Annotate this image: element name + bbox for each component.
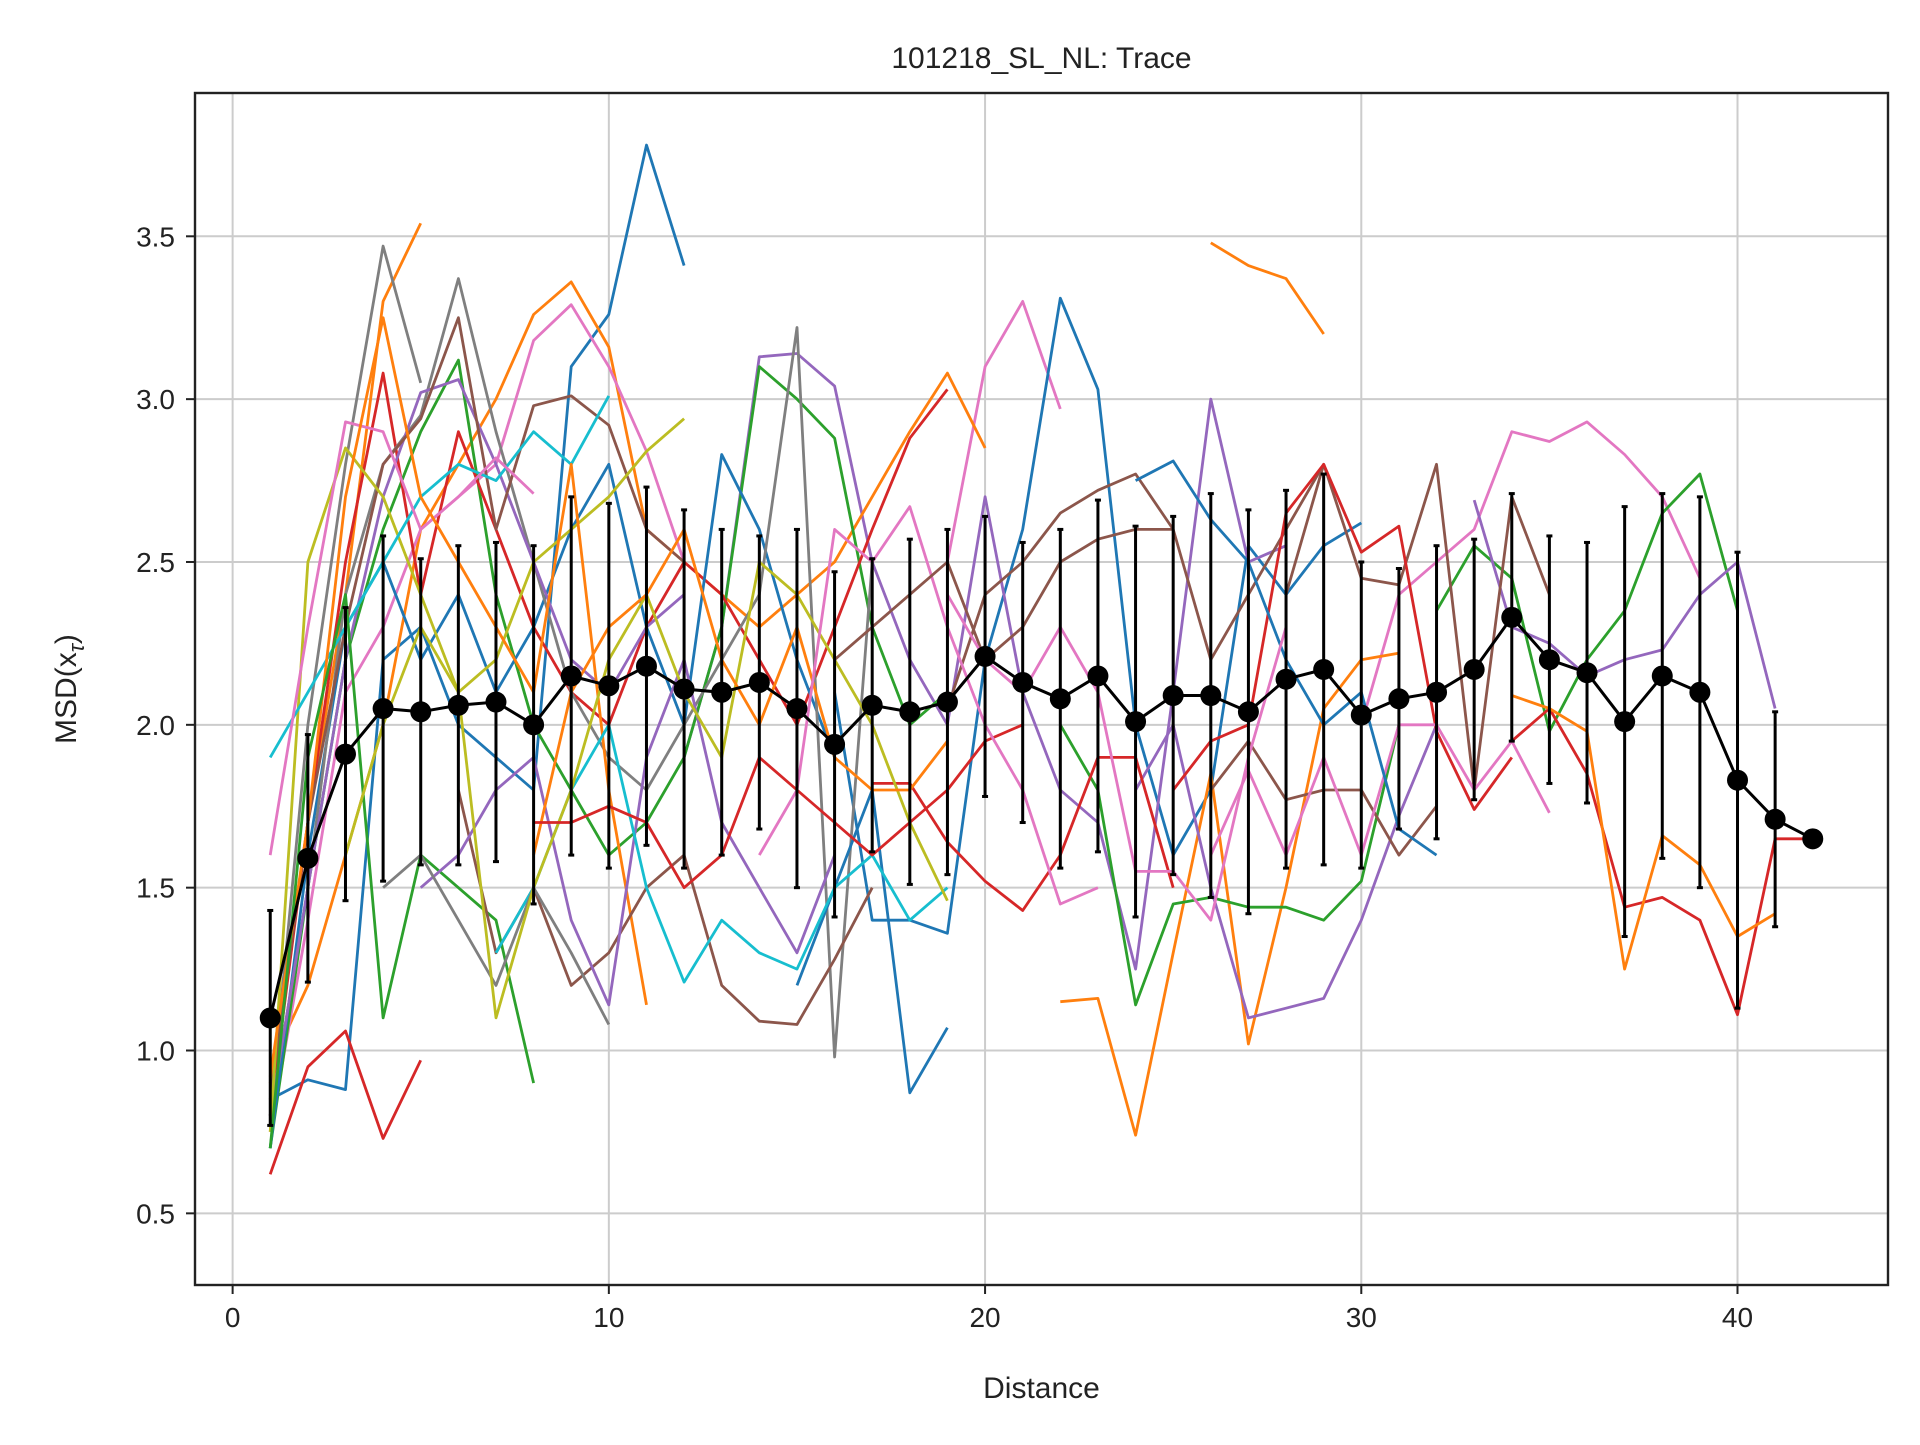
y-tick-label: 3.0 <box>136 384 175 415</box>
trace-series-line <box>268 244 423 1116</box>
y-tick-label: 0.5 <box>136 1198 175 1229</box>
trace-series-line <box>457 789 874 1026</box>
y-tick-label: 2.0 <box>136 710 175 741</box>
mean-point <box>1764 808 1786 830</box>
mean-point <box>410 701 432 723</box>
mean-point <box>447 694 469 716</box>
mean-point <box>1576 662 1598 684</box>
y-axis-label-suffix: ) <box>50 634 83 644</box>
mean-point <box>1727 769 1749 791</box>
mean-point <box>598 675 620 697</box>
mean-point <box>1162 685 1184 707</box>
trace-series-line <box>1060 651 1400 1137</box>
mean-point <box>1125 711 1147 733</box>
y-tick-label: 1.5 <box>136 873 175 904</box>
mean-point <box>786 698 808 720</box>
mean-point <box>372 698 394 720</box>
trace-series-line <box>1210 241 1325 335</box>
mean-point <box>560 665 582 687</box>
trace-series-line <box>1134 723 1438 1020</box>
trace-series-line <box>872 756 1175 912</box>
mean-layer <box>259 472 1824 1127</box>
y-axis-label-main: MSD(x <box>50 652 83 744</box>
mean-point <box>259 1007 281 1029</box>
y-tick-label: 2.5 <box>136 547 175 578</box>
mean-point <box>1388 688 1410 710</box>
mean-point <box>334 743 356 765</box>
mean-point <box>1200 685 1222 707</box>
plot-frame <box>193 91 1890 1287</box>
x-tick-label: 10 <box>593 1302 624 1333</box>
mean-point <box>1087 665 1109 687</box>
mean-point <box>1501 606 1523 628</box>
trace-series-line <box>419 658 836 1007</box>
mean-point <box>635 655 657 677</box>
mean-point <box>861 694 883 716</box>
trace-series-line <box>1209 723 1551 857</box>
trace-series-line <box>1359 420 1702 726</box>
mean-point <box>1426 681 1448 703</box>
trace-series-line <box>532 528 949 856</box>
trace-series-line <box>268 1029 422 1175</box>
mean-point <box>974 645 996 667</box>
trace-series-line <box>1059 724 1401 1007</box>
mean-point <box>1651 665 1673 687</box>
mean-point <box>1313 658 1335 680</box>
x-axis-label: Distance <box>983 1372 1100 1405</box>
mean-point <box>673 678 695 700</box>
mean-point <box>748 671 770 693</box>
mean-point <box>936 691 958 713</box>
mean-point <box>485 691 507 713</box>
trace-series-line <box>268 316 686 1100</box>
mean-point <box>523 714 545 736</box>
x-tick-label: 40 <box>1722 1302 1753 1333</box>
mean-point <box>1275 668 1297 690</box>
tick-layer: 0 10 20 30 40 0.5 1.0 1.5 2.0 2.5 3.0 3.5 <box>136 221 1753 1333</box>
mean-point <box>1689 681 1711 703</box>
mean-point <box>1237 701 1259 723</box>
y-axis-label-subscript: τ <box>64 642 89 652</box>
trace-series-line <box>946 463 1325 709</box>
grid-layer <box>195 93 1888 1285</box>
trace-series-line <box>533 723 1024 890</box>
mean-point <box>711 681 733 703</box>
mean-point <box>1538 649 1560 671</box>
mean-point <box>899 701 921 723</box>
trace-series-line <box>946 299 1062 563</box>
mean-point <box>1012 671 1034 693</box>
trace-series-line <box>1510 707 1813 1017</box>
y-tick-label: 3.5 <box>136 221 175 252</box>
x-tick-label: 20 <box>969 1302 1000 1333</box>
series-layer <box>268 143 1813 1175</box>
y-axis-label: MSD(xτ) <box>50 634 89 744</box>
y-tick-label: 1.0 <box>136 1036 175 1067</box>
trace-series-line <box>758 505 1099 906</box>
trace-series-line <box>268 280 987 1068</box>
trace-series-line <box>268 420 535 856</box>
mean-point <box>1350 704 1372 726</box>
mean-point <box>824 733 846 755</box>
trace-series-line <box>382 853 611 1026</box>
mean-point <box>1463 658 1485 680</box>
trace-series-line <box>833 528 1174 662</box>
chart-title: 101218_SL_NL: Trace <box>891 42 1191 75</box>
trace-series-line <box>682 352 1287 971</box>
mean-point <box>1614 711 1636 733</box>
trace-series-line <box>268 417 686 1132</box>
trace-series-line <box>1511 694 1776 971</box>
trace-series-line <box>1284 462 1551 792</box>
mean-point <box>297 847 319 869</box>
x-tick-label: 0 <box>225 1302 241 1333</box>
trace-series-line <box>1172 462 1513 811</box>
x-tick-label: 30 <box>1346 1302 1377 1333</box>
mean-point <box>1049 688 1071 710</box>
mean-point <box>1802 828 1824 850</box>
trace-series-line <box>268 593 535 1149</box>
trace-series-line <box>269 143 686 1101</box>
trace-series-line <box>946 593 1288 922</box>
